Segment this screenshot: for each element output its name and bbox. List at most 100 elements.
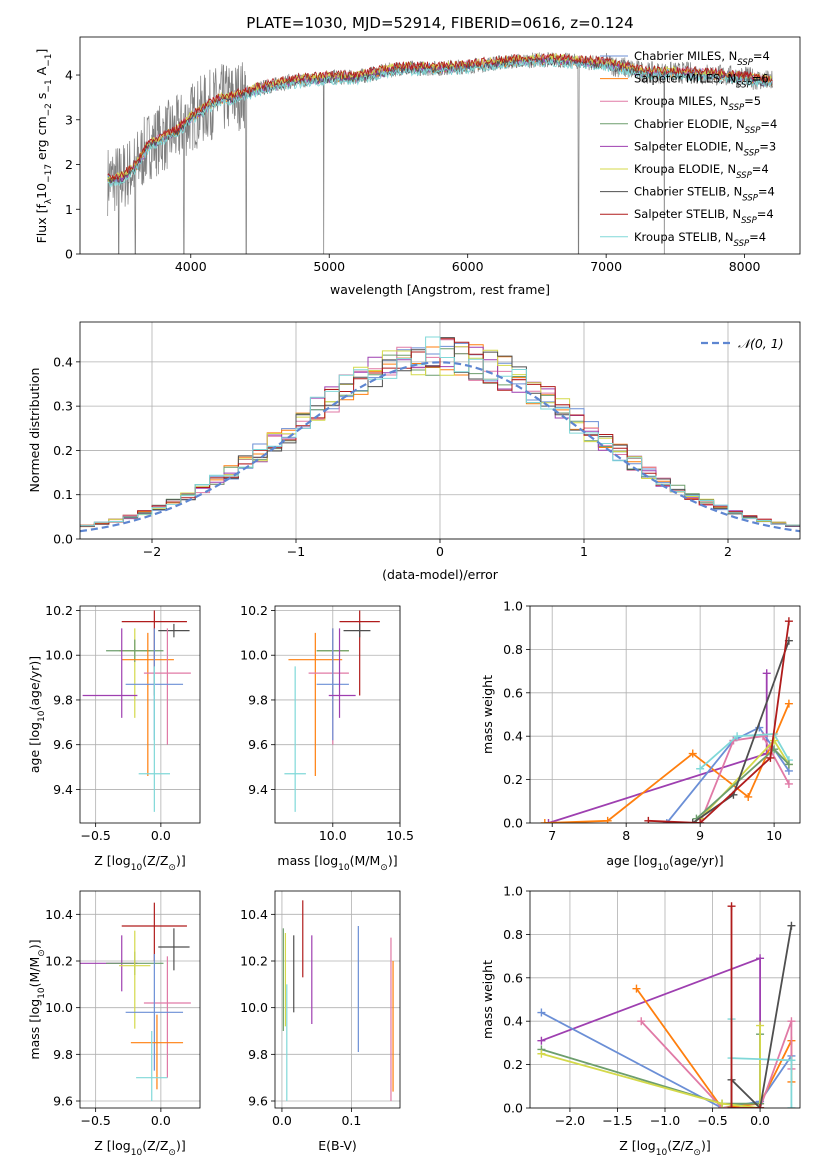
y-tick-label: 0.4 xyxy=(503,729,523,744)
x-axis-label-part: (Z/Z xyxy=(142,1138,168,1153)
y-axis-label-part: −2 xyxy=(44,103,54,116)
x-tick-label: 0.0 xyxy=(750,1113,770,1128)
x-axis-label-part: 10 xyxy=(658,863,670,873)
y-axis-label-part: λ xyxy=(44,198,54,204)
series-line-krou_elodie xyxy=(541,1025,761,1108)
data-point-salp_miles xyxy=(540,819,549,823)
legend-entry: Kroupa MILES, NSSP=5 xyxy=(634,94,761,113)
model-spectrum-chab_stelib xyxy=(107,56,773,185)
x-tick-label: −1.5 xyxy=(602,1113,632,1128)
x-axis-label-part: age [log xyxy=(606,853,657,868)
plot-area xyxy=(82,610,191,812)
legend-text: Chabrier STELIB, N xyxy=(634,185,742,199)
y-tick-label: 10.2 xyxy=(240,954,268,969)
series-line-krou_miles xyxy=(640,1020,793,1108)
y-tick-label: 2 xyxy=(65,157,73,172)
plot-area xyxy=(80,336,800,533)
x-axis-label-part: ⊙ xyxy=(693,1148,701,1158)
y-tick-label: 9.8 xyxy=(53,692,73,707)
x-tick-label: 10.0 xyxy=(319,828,347,843)
x-axis-label-part: 10 xyxy=(656,1148,668,1158)
legend-sub: SSP xyxy=(734,239,750,249)
series-line-krou_miles xyxy=(699,735,790,823)
x-tick-label: 9 xyxy=(696,828,704,843)
x-tick-label: 0.0 xyxy=(151,828,171,843)
age-vs-metallicity-panel: −0.5 0.09.49.69.810.010.2Z [log10(Z/Z⊙)]a… xyxy=(27,603,201,873)
data-point-krou_miles xyxy=(759,732,768,741)
x-tick-label: 7000 xyxy=(590,259,622,274)
x-axis-label-part: )] xyxy=(176,1138,186,1153)
data-point-salp_stelib xyxy=(696,819,705,823)
y-axis-label-part: (age/yr)] xyxy=(27,656,42,711)
x-axis-label-part: (Z/Z xyxy=(667,1138,693,1153)
y-tick-label: 0.2 xyxy=(503,772,523,787)
y-axis-label-group: mass weight xyxy=(480,960,495,1039)
series-line-salp_stelib xyxy=(730,906,761,1108)
data-point-krou_elodie xyxy=(718,1099,727,1108)
x-axis-label-part: )] xyxy=(176,853,186,868)
data-point-salp_stelib xyxy=(766,753,775,762)
data-point-chab_stelib xyxy=(787,921,796,930)
y-axis-label-part: −1 xyxy=(44,54,54,67)
data-point-salp_elodie xyxy=(544,819,553,823)
plot-area xyxy=(284,610,380,812)
y-axis-label-part: 10 xyxy=(34,183,49,199)
legend-sub: SSP xyxy=(736,171,752,181)
x-tick-label: 4000 xyxy=(175,259,207,274)
legend-text: Salpeter MILES, N xyxy=(634,72,736,86)
series-line-chab_miles xyxy=(666,726,790,823)
y-tick-label: 10.2 xyxy=(45,603,73,618)
data-point-salp_miles xyxy=(688,749,697,758)
y-axis-label: age [log10(age/yr)] xyxy=(27,656,47,773)
legend-tail: =4 xyxy=(749,230,766,244)
data-point-chab_miles xyxy=(537,1008,546,1017)
mass-vs-metallicity-panel: −0.5 0.09.69.810.010.210.4Z [log10(Z/Z⊙)]… xyxy=(27,890,201,1158)
residual-histogram-panel: −2 −1 0 1 2 0.0 0.1 0.2 0.3 0.4 𝒩(0, 1) (data-model… xyxy=(27,321,801,582)
legend-text: Kroupa STELIB, N xyxy=(634,230,734,244)
y-tick-label: 0.4 xyxy=(53,354,73,369)
legend-sub: SSP xyxy=(744,148,760,158)
x-tick-label: −1.0 xyxy=(650,1113,680,1128)
series-line-chab_miles xyxy=(540,1011,793,1108)
y-axis-label-part: erg cm xyxy=(34,116,49,164)
y-tick-label: 0.4 xyxy=(503,1014,523,1029)
series-line-krou_stelib xyxy=(730,1019,793,1108)
data-point-salp_elodie xyxy=(537,1036,546,1045)
y-tick-label: 0.6 xyxy=(503,685,523,700)
x-axis-label-part: Z [log xyxy=(94,853,130,868)
legend-entry: 𝒩(0, 1) xyxy=(738,336,784,351)
legend-text: Kroupa MILES, N xyxy=(634,94,729,108)
y-tick-label: 0 xyxy=(65,247,73,262)
y-tick-label: 1 xyxy=(65,202,73,217)
x-axis-label: Z [log10(Z/Z⊙)] xyxy=(94,853,185,873)
model-spectrum-salp_stelib xyxy=(107,52,773,181)
y-axis-label: mass weight xyxy=(480,960,495,1039)
y-axis-label-group: mass [log10(M/M⊙)] xyxy=(27,939,47,1059)
y-axis-label-part: 10 xyxy=(37,710,47,722)
y-tick-label: 4 xyxy=(65,68,73,83)
data-point-salp_stelib xyxy=(727,902,736,911)
y-tick-label: 0.8 xyxy=(503,927,523,942)
legend-tail: =4 xyxy=(757,207,774,221)
x-axis-label-part: 10 xyxy=(338,863,350,873)
data-point-krou_miles xyxy=(787,1017,796,1026)
data-point-chab_elodie xyxy=(784,760,793,769)
x-tick-label: −0.5 xyxy=(80,1113,110,1128)
legend-sub: SSP xyxy=(736,81,752,91)
y-tick-label: 10.2 xyxy=(240,603,268,618)
grid xyxy=(80,891,200,1108)
x-tick-label: −2 xyxy=(143,544,161,559)
y-tick-label: 9.8 xyxy=(248,692,268,707)
x-tick-label: −0.5 xyxy=(697,1113,727,1128)
grid xyxy=(275,606,401,823)
legend-tail: =4 xyxy=(753,49,770,63)
grid xyxy=(530,605,800,824)
y-tick-label: 0.1 xyxy=(53,487,73,502)
y-axis-label-group: age [log10(age/yr)] xyxy=(27,656,47,773)
x-axis-label-part: (M/M xyxy=(350,853,381,868)
x-axis-label: age [log10(age/yr)] xyxy=(606,853,723,873)
series-line-chab_stelib xyxy=(730,925,793,1108)
legend-entry: Chabrier ELODIE, NSSP=4 xyxy=(634,117,777,136)
legend-sub: SSP xyxy=(729,103,745,113)
plot-area xyxy=(107,52,773,254)
